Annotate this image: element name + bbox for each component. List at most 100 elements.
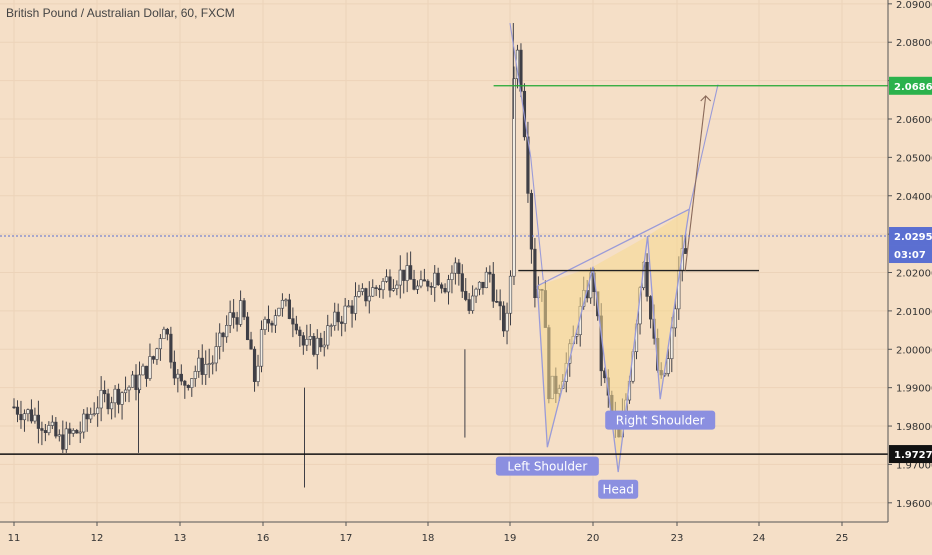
- candle-body: [353, 296, 358, 314]
- x-tick-label: 12: [91, 533, 104, 544]
- candle: [409, 251, 413, 280]
- candle-body: [116, 388, 121, 405]
- candle: [347, 300, 351, 308]
- candle-body: [673, 308, 677, 329]
- candle: [259, 320, 264, 373]
- candle-body: [270, 322, 274, 326]
- y-tick-label: 2.02000: [896, 269, 932, 280]
- candle: [68, 422, 72, 446]
- candle: [228, 300, 232, 334]
- candle-body: [33, 414, 37, 422]
- candle: [529, 189, 534, 264]
- candle: [137, 361, 142, 394]
- candle-body: [294, 323, 298, 331]
- candle-body: [110, 402, 114, 410]
- candle: [457, 259, 461, 286]
- x-tick-label: 13: [174, 533, 187, 544]
- candle: [186, 384, 190, 391]
- countdown-badge-bg: [889, 245, 932, 264]
- candle-body: [319, 337, 323, 348]
- candle: [19, 400, 23, 429]
- candle-body: [481, 281, 485, 289]
- candle-body: [347, 305, 351, 308]
- candle: [200, 344, 204, 385]
- candle-body: [165, 328, 169, 335]
- candle: [221, 331, 225, 352]
- candle: [75, 428, 79, 434]
- candle: [498, 289, 502, 321]
- candle: [422, 268, 426, 282]
- candle: [336, 303, 340, 331]
- candle-body: [464, 291, 468, 300]
- candle: [645, 253, 649, 302]
- candle-body: [477, 281, 482, 290]
- candle: [43, 423, 47, 442]
- candle-body: [457, 262, 461, 274]
- candle: [322, 330, 326, 357]
- candle-body: [433, 272, 437, 288]
- candle-body: [29, 409, 34, 422]
- candle-body: [312, 336, 316, 355]
- candle-body: [315, 337, 319, 355]
- candle: [495, 289, 499, 303]
- candle-body: [491, 273, 495, 302]
- candle-body: [360, 288, 365, 292]
- candle-body: [378, 288, 382, 291]
- candle: [232, 299, 236, 329]
- candle-body: [684, 248, 688, 254]
- candle-body: [471, 295, 475, 311]
- pattern-label-text: Right Shoulder: [616, 414, 705, 428]
- candle: [460, 264, 464, 298]
- candle: [78, 421, 82, 443]
- candle-body: [301, 335, 305, 346]
- candle-body: [343, 305, 347, 324]
- candle-body: [172, 361, 176, 379]
- candle-body: [71, 430, 75, 434]
- pattern-label-text: Left Shoulder: [507, 460, 587, 474]
- candle: [238, 290, 243, 327]
- candle: [419, 270, 423, 289]
- candle: [284, 298, 288, 307]
- chart-title: British Pound / Australian Dollar, 60, F…: [6, 6, 235, 20]
- candle-body: [228, 312, 232, 326]
- candle-body: [450, 272, 454, 280]
- candle: [50, 415, 54, 430]
- candle-body: [350, 305, 354, 314]
- candle: [266, 305, 271, 332]
- x-tick-label: 24: [753, 533, 766, 544]
- candle-body: [398, 269, 402, 286]
- candle: [12, 398, 16, 409]
- candle: [218, 323, 222, 360]
- candle-body: [498, 301, 502, 307]
- pattern-label-box: [605, 410, 716, 430]
- candle: [120, 391, 124, 420]
- candle: [280, 293, 285, 317]
- countdown-badge: 03:07: [889, 245, 932, 264]
- x-tick-label: 16: [257, 533, 270, 544]
- candle-body: [242, 300, 246, 318]
- candle-body: [405, 265, 409, 281]
- candle: [446, 274, 451, 305]
- candle-body: [207, 363, 211, 365]
- candle-body: [218, 332, 222, 347]
- candle-body: [134, 374, 138, 390]
- candle: [134, 364, 138, 401]
- target-arrow-head: [700, 95, 712, 102]
- candle: [123, 376, 128, 402]
- candle: [40, 421, 44, 446]
- candle: [85, 407, 89, 432]
- candle-body: [64, 428, 68, 450]
- x-tick-label: 11: [8, 533, 21, 544]
- candle-body: [144, 365, 149, 379]
- candle-body: [50, 421, 54, 426]
- candle: [15, 400, 20, 423]
- candle: [64, 421, 68, 453]
- candle-body: [148, 356, 152, 379]
- candle: [391, 279, 395, 292]
- candle-body: [443, 288, 447, 293]
- candle-body: [670, 327, 674, 360]
- candle: [471, 285, 475, 314]
- candle-body: [305, 338, 309, 346]
